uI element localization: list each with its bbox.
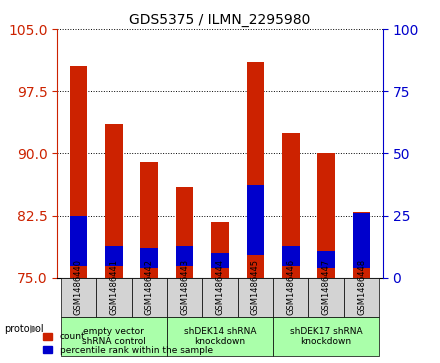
Bar: [308, 278, 344, 317]
Bar: [105, 246, 123, 265]
Text: ▶: ▶: [30, 323, 38, 334]
Bar: [246, 185, 264, 255]
Bar: [317, 154, 335, 278]
Title: GDS5375 / ILMN_2295980: GDS5375 / ILMN_2295980: [129, 13, 311, 26]
Bar: [61, 317, 167, 356]
Bar: [246, 62, 264, 278]
Bar: [273, 317, 379, 356]
Bar: [353, 213, 370, 268]
Bar: [96, 278, 132, 317]
Text: GSM1486440: GSM1486440: [74, 259, 83, 315]
Bar: [282, 133, 300, 278]
Legend: count, percentile rank within the sample: count, percentile rank within the sample: [40, 329, 216, 359]
Text: GSM1486445: GSM1486445: [251, 259, 260, 315]
Bar: [105, 125, 123, 278]
Bar: [238, 278, 273, 317]
Text: GSM1486444: GSM1486444: [216, 259, 224, 315]
Bar: [202, 278, 238, 317]
Bar: [132, 278, 167, 317]
Text: GSM1486441: GSM1486441: [109, 259, 118, 315]
Bar: [317, 250, 335, 268]
Bar: [176, 246, 194, 265]
Bar: [273, 278, 308, 317]
Bar: [344, 278, 379, 317]
Bar: [70, 216, 87, 265]
Text: shDEK17 shRNA
knockdown: shDEK17 shRNA knockdown: [290, 327, 363, 346]
Bar: [211, 221, 229, 278]
Text: GSM1486446: GSM1486446: [286, 259, 295, 315]
Bar: [140, 162, 158, 278]
Bar: [167, 317, 273, 356]
Bar: [61, 278, 96, 317]
Bar: [167, 278, 202, 317]
Text: GSM1486448: GSM1486448: [357, 259, 366, 315]
Text: protocol: protocol: [4, 323, 44, 334]
Bar: [353, 212, 370, 278]
Bar: [70, 66, 87, 278]
Bar: [211, 253, 229, 268]
Text: shDEK14 shRNA
knockdown: shDEK14 shRNA knockdown: [184, 327, 256, 346]
Text: GSM1486447: GSM1486447: [322, 259, 331, 315]
Text: GSM1486442: GSM1486442: [145, 259, 154, 315]
Text: empty vector
shRNA control: empty vector shRNA control: [82, 327, 146, 346]
Text: GSM1486443: GSM1486443: [180, 259, 189, 315]
Bar: [282, 246, 300, 265]
Bar: [176, 187, 194, 278]
Bar: [140, 248, 158, 268]
